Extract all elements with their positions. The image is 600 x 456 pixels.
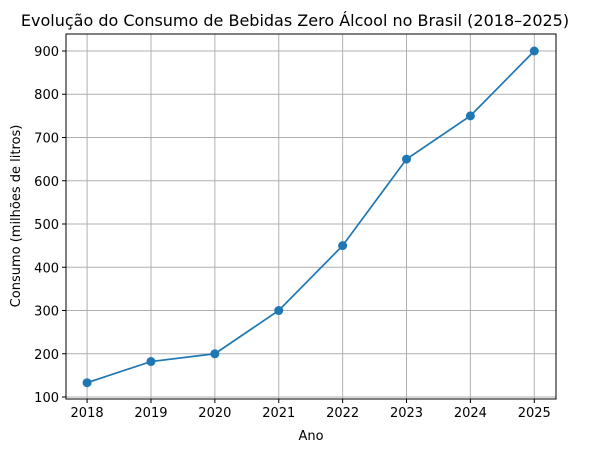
x-tick-label: 2025 xyxy=(518,406,551,421)
y-tick-label: 300 xyxy=(34,305,59,320)
y-tick-label: 400 xyxy=(34,261,59,276)
x-axis-label: Ano xyxy=(298,429,323,444)
y-tick-label: 900 xyxy=(34,45,59,60)
x-tick-label: 2023 xyxy=(390,406,423,421)
chart-title: Evolução do Consumo de Bebidas Zero Álco… xyxy=(21,11,569,30)
data-point xyxy=(338,241,348,251)
grid xyxy=(66,34,556,399)
series-line xyxy=(86,50,535,384)
x-tick-label: 2018 xyxy=(71,406,104,421)
plot-frame xyxy=(65,33,557,400)
data-point xyxy=(82,378,92,388)
data-point xyxy=(146,357,156,367)
y-tick-label: 700 xyxy=(34,132,59,147)
data-point xyxy=(274,306,284,316)
y-tick-label: 600 xyxy=(34,175,59,190)
x-tick-label: 2024 xyxy=(454,406,487,421)
data-point xyxy=(210,349,220,359)
data-point xyxy=(529,46,539,56)
y-tick-label: 800 xyxy=(34,88,59,103)
y-tick-label: 100 xyxy=(34,391,59,406)
y-tick-label: 200 xyxy=(34,348,59,363)
x-tick-label: 2020 xyxy=(198,406,231,421)
axis-ticks: 2018 2019 2020 2021 2022 2023 2024 2025 100 200 30… xyxy=(34,45,551,421)
series-layer xyxy=(82,46,539,388)
x-tick-label: 2021 xyxy=(262,406,295,421)
data-point xyxy=(402,154,412,164)
x-tick-label: 2022 xyxy=(326,406,359,421)
y-axis-label: Consumo (milhões de litros) xyxy=(9,125,24,308)
x-tick-label: 2019 xyxy=(134,406,167,421)
y-tick-label: 500 xyxy=(34,218,59,233)
data-point xyxy=(465,111,475,121)
